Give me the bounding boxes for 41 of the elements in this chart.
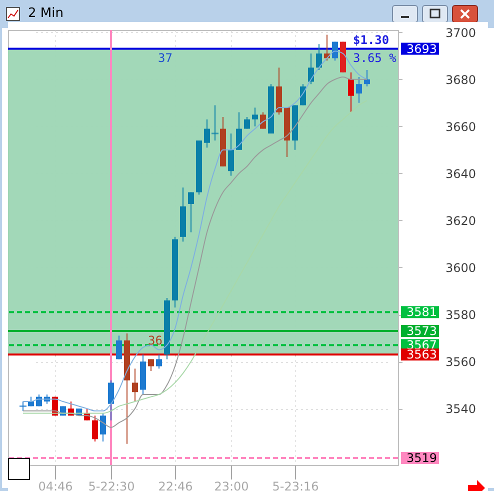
x-tick-label: 5-22:30	[88, 480, 135, 491]
ref-line-label: 3573	[406, 324, 437, 338]
y-tick-label: 3540	[446, 402, 476, 416]
x-tick-label: 22:46	[158, 480, 193, 491]
candlestick	[156, 354, 162, 370]
x-tick-label: 5-23:16	[272, 480, 319, 491]
candlestick	[92, 415, 98, 442]
ref-line-label: 3693	[406, 42, 437, 56]
y-tick-label: 3620	[446, 214, 476, 228]
candlestick	[132, 368, 138, 402]
y-tick-label: 3660	[446, 120, 476, 134]
y-tick-label: 3640	[446, 166, 476, 181]
candlestick	[100, 412, 106, 442]
candlestick	[316, 44, 322, 70]
candlestick	[260, 112, 266, 130]
candlestick	[364, 69, 370, 87]
candlestick	[228, 132, 234, 176]
chart-title: 2 Min	[28, 6, 64, 21]
ref-line-label: 3581	[406, 305, 437, 320]
ref-line-label: 3519	[406, 450, 437, 465]
candlestick	[332, 41, 338, 62]
candlestick	[148, 358, 154, 372]
annotation: 3.65 %	[353, 50, 398, 65]
y-tick-label: 3600	[446, 260, 476, 275]
candlestick	[348, 72, 354, 113]
candlestick	[252, 107, 258, 127]
candlestick	[244, 116, 250, 130]
candlestick	[236, 112, 242, 150]
annotation: $1.30	[353, 32, 390, 47]
y-tick-label: 3580	[446, 308, 476, 322]
annotation: 36	[148, 333, 162, 348]
x-tick-label: 04:46	[38, 480, 73, 491]
x-tick-label: 23:00	[214, 480, 249, 491]
y-tick-label: 3680	[446, 72, 476, 87]
y-tick-label: 3700	[446, 26, 476, 40]
candlestick	[116, 335, 122, 360]
y-tick-label: 3560	[446, 355, 476, 370]
candlestick	[108, 380, 114, 421]
annotation: 37	[158, 50, 172, 65]
candlestick	[188, 192, 194, 233]
candlestick	[356, 76, 362, 104]
